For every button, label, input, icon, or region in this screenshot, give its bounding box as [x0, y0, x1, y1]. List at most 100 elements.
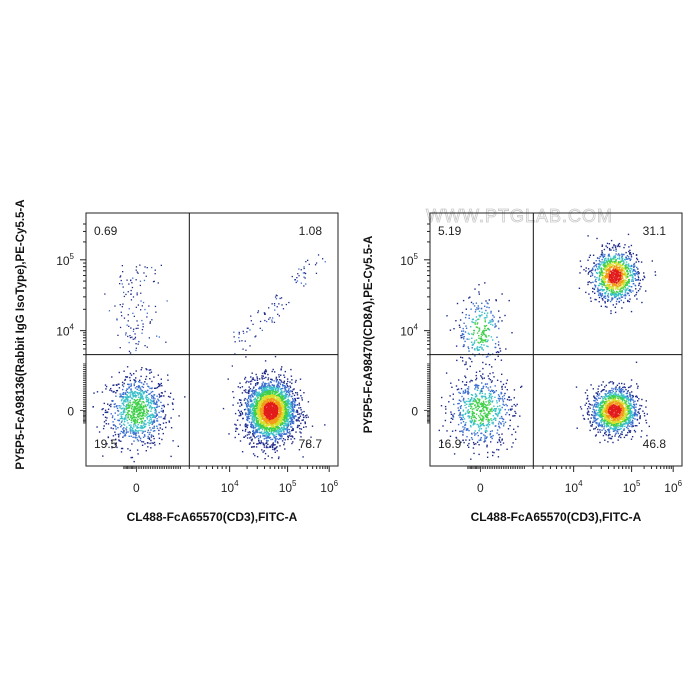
event-dot	[105, 423, 107, 425]
event-dot	[277, 405, 279, 408]
event-dot	[275, 400, 278, 402]
event-dot	[153, 437, 155, 440]
event-dot	[146, 383, 148, 385]
event-dot	[120, 424, 123, 427]
event-dot	[258, 429, 261, 431]
event-dot	[493, 391, 496, 393]
event-dot	[277, 425, 279, 428]
event-dot	[485, 324, 488, 327]
event-dot	[462, 414, 464, 416]
event-dot	[116, 319, 118, 321]
event-dot	[610, 278, 612, 280]
event-dot	[498, 421, 500, 423]
event-dot	[125, 334, 127, 336]
event-dot	[481, 332, 483, 334]
event-dot	[252, 433, 254, 435]
event-dot	[255, 389, 257, 391]
event-dot	[280, 438, 282, 440]
event-dot	[324, 261, 326, 263]
event-dot	[278, 417, 280, 419]
event-dot	[480, 424, 482, 426]
event-dot	[159, 427, 161, 429]
event-dot	[124, 379, 126, 381]
event-dot	[251, 423, 253, 426]
event-dot	[274, 419, 276, 422]
event-dot	[276, 379, 279, 381]
event-dot	[460, 422, 462, 424]
event-dot	[300, 282, 302, 284]
event-dot	[147, 431, 149, 434]
event-dot	[274, 430, 277, 432]
event-dot	[301, 397, 303, 399]
event-dot	[599, 273, 602, 276]
event-dot	[480, 308, 483, 310]
event-dot	[162, 409, 164, 412]
event-dot	[247, 392, 250, 394]
event-dot	[132, 414, 134, 416]
event-dot	[134, 381, 136, 384]
event-dot	[489, 410, 491, 413]
event-dot	[287, 380, 289, 383]
event-dot	[128, 387, 130, 389]
event-dot	[280, 424, 282, 426]
event-dot	[299, 389, 302, 391]
event-dot	[261, 428, 264, 431]
event-dot	[475, 386, 477, 389]
event-dot	[263, 382, 266, 385]
event-dot	[133, 402, 136, 404]
event-dot	[136, 392, 139, 395]
event-dot	[153, 415, 155, 417]
event-dot	[473, 452, 475, 455]
event-dot	[262, 451, 264, 453]
event-dot	[491, 407, 493, 409]
event-dot	[126, 404, 128, 407]
event-dot	[482, 406, 485, 408]
event-dot	[494, 358, 496, 361]
event-dot	[654, 271, 656, 273]
event-dot	[479, 403, 481, 405]
event-dot	[252, 411, 254, 413]
event-dot	[482, 423, 484, 425]
event-dot	[270, 406, 273, 408]
event-dot	[495, 413, 497, 415]
event-dot	[299, 415, 302, 417]
event-dot	[255, 446, 258, 448]
event-dot	[484, 404, 487, 406]
event-dot	[148, 305, 150, 307]
event-dot	[291, 406, 293, 408]
event-dot	[468, 350, 470, 352]
event-dot	[272, 400, 275, 402]
event-dot	[631, 265, 633, 267]
event-dot	[486, 314, 488, 316]
event-dot	[148, 369, 150, 371]
event-dot	[250, 390, 252, 392]
event-dot	[500, 415, 503, 418]
event-dot	[161, 385, 163, 387]
event-dot	[606, 287, 609, 289]
event-dot	[276, 385, 278, 387]
event-dot	[255, 430, 257, 433]
event-dot	[120, 415, 122, 417]
event-dot	[476, 384, 478, 387]
event-dot	[147, 399, 150, 402]
event-dot	[137, 416, 139, 418]
event-dot	[269, 408, 271, 410]
axis-ticks	[80, 223, 330, 472]
event-dot	[278, 315, 280, 317]
event-dot	[483, 340, 486, 342]
event-dot	[273, 427, 276, 429]
event-dot	[471, 421, 473, 423]
event-dot	[247, 431, 249, 434]
event-dot	[489, 433, 492, 435]
event-dot	[284, 392, 287, 395]
event-dot	[261, 389, 264, 391]
event-dot	[121, 283, 123, 285]
event-dot	[111, 416, 114, 419]
event-dot	[287, 406, 289, 409]
event-dot	[139, 409, 141, 412]
event-dot	[116, 446, 118, 449]
event-dot	[268, 400, 270, 402]
event-dot	[264, 406, 266, 408]
event-dot	[123, 370, 125, 372]
event-dot	[499, 347, 501, 350]
